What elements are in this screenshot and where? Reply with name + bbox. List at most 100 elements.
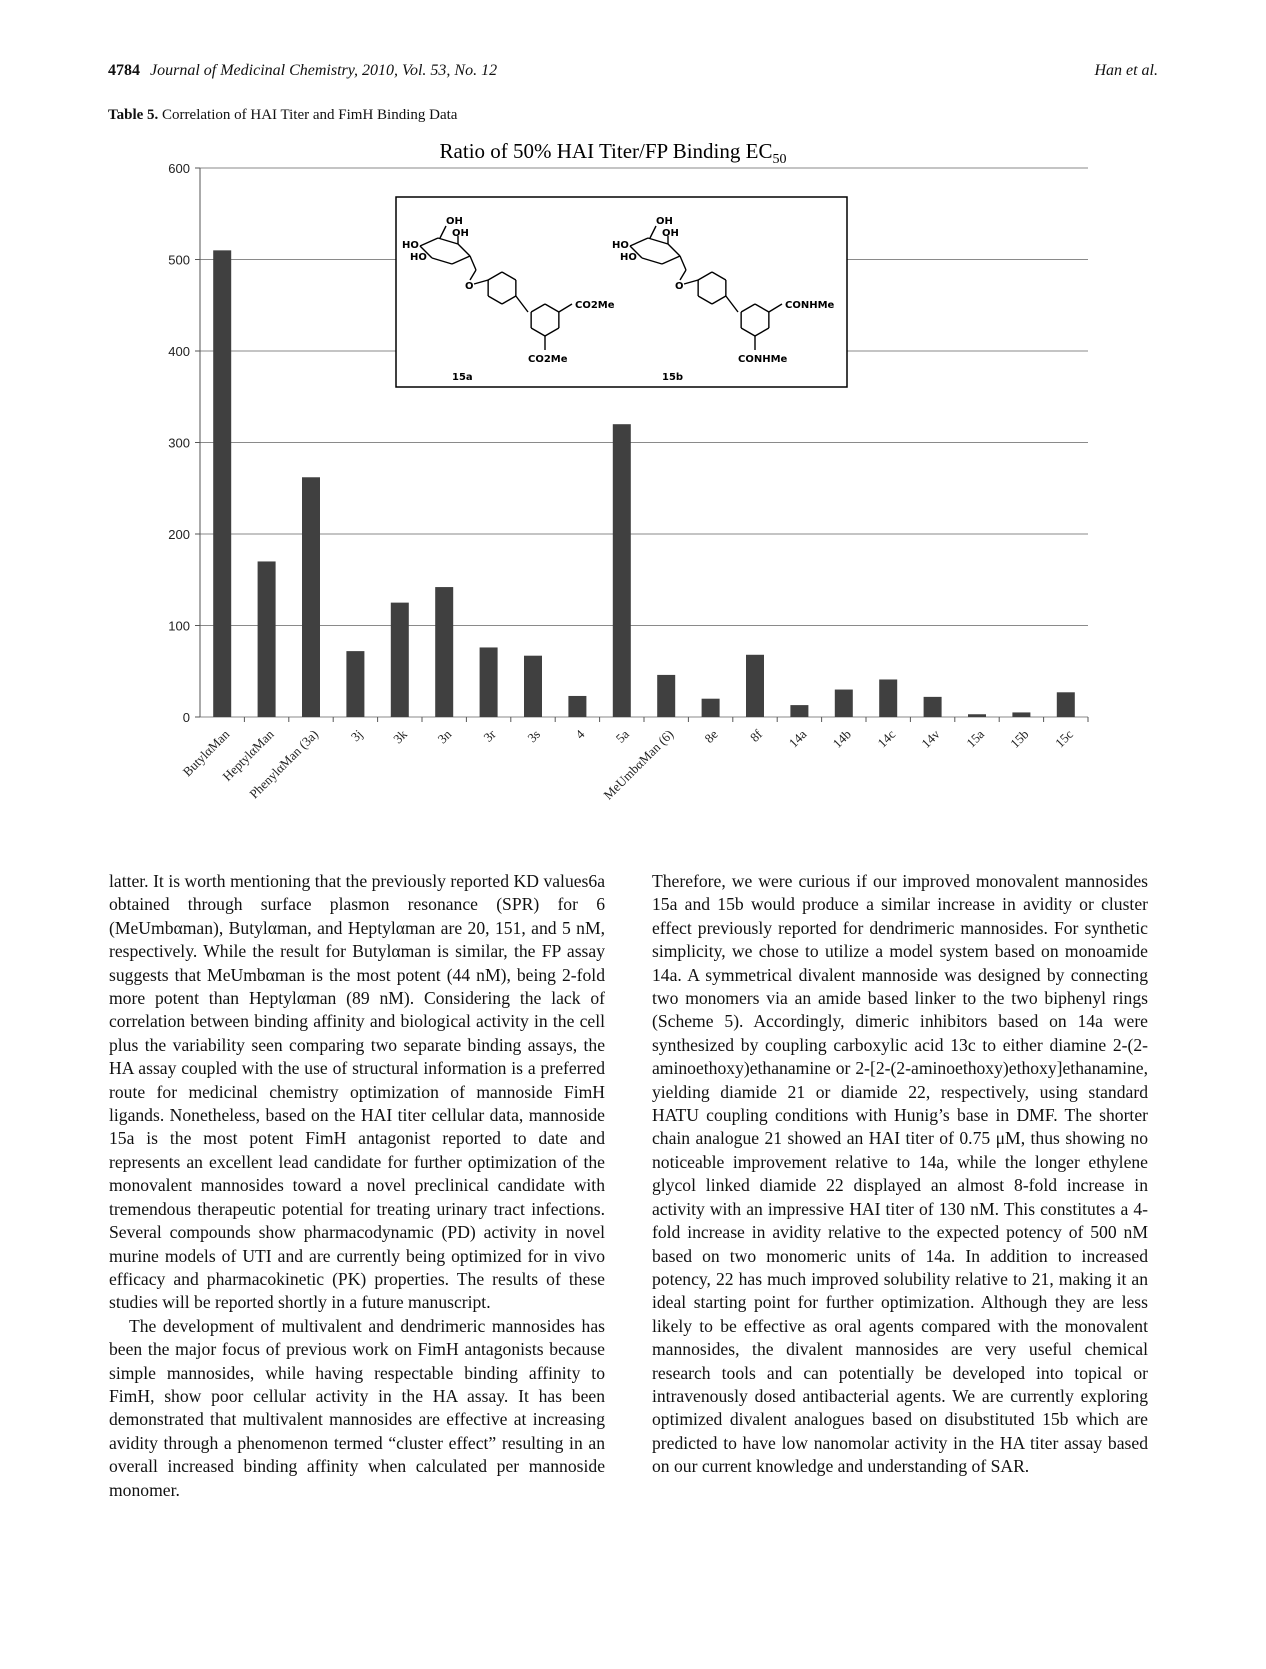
hydroxyl-label: HO	[402, 240, 419, 251]
bar	[834, 689, 853, 717]
bond	[661, 255, 681, 265]
bond	[697, 271, 713, 281]
running-header: 4784 Journal of Medicinal Chemistry, 2010…	[108, 62, 1158, 84]
hydroxyl-label: HO	[620, 252, 637, 263]
substituent-label: CO2Me	[575, 300, 615, 311]
bar	[302, 477, 320, 717]
bond	[697, 295, 713, 305]
bar	[213, 250, 232, 717]
bar-chart: Ratio of 50% HAI Titer/FP Binding EC50 O…	[168, 139, 1089, 803]
bond	[431, 257, 453, 265]
bar	[257, 561, 276, 717]
bond	[515, 295, 529, 313]
compound-label: 15b	[662, 372, 683, 383]
bar	[790, 705, 809, 717]
bond	[501, 295, 517, 305]
bond	[641, 257, 663, 265]
bond	[437, 237, 459, 245]
bar	[479, 647, 498, 717]
bond	[487, 271, 503, 281]
bond	[457, 243, 471, 257]
bar	[435, 587, 454, 717]
table-caption: Table 5. Correlation of HAI Titer and Fi…	[108, 107, 457, 124]
x-tick-label: 14a	[786, 726, 810, 750]
bond	[711, 295, 727, 305]
bar	[612, 424, 631, 717]
bond	[544, 303, 560, 313]
inset-frame	[395, 196, 848, 388]
bond	[667, 243, 681, 257]
bar	[1012, 712, 1031, 717]
x-tick-label: MeUmbαMan (6)	[600, 727, 676, 803]
ether-oxygen-label: O	[675, 281, 684, 292]
hydroxyl-label: OH	[662, 228, 679, 239]
bar	[568, 695, 587, 717]
x-tick-label: 8f	[747, 726, 766, 745]
bond	[647, 237, 669, 245]
x-tick-label: 15b	[1007, 727, 1031, 751]
x-tick-label: 15a	[963, 726, 987, 750]
y-tick-label: 400	[168, 344, 190, 359]
bond	[754, 303, 770, 313]
bond	[711, 271, 727, 281]
bar	[390, 602, 409, 717]
x-tick-label: 15c	[1052, 726, 1076, 750]
hydroxyl-label: OH	[656, 216, 673, 227]
hydroxyl-label: HO	[612, 240, 629, 251]
bond	[501, 271, 517, 281]
y-tick-label: 0	[183, 710, 190, 725]
chart-title-main: Ratio of 50% HAI Titer/FP Binding EC	[440, 139, 773, 163]
bond	[487, 295, 503, 305]
bar	[879, 679, 898, 717]
x-tick-label: 14v	[918, 726, 943, 751]
x-tick-label: 14c	[874, 726, 898, 750]
x-tick-label: 3j	[348, 727, 366, 745]
bond	[419, 245, 433, 259]
bond	[683, 279, 699, 285]
bond	[558, 303, 573, 313]
journal-citation: Journal of Medicinal Chemistry, 2010, Vo…	[150, 62, 498, 79]
table-caption-text: Correlation of HAI Titer and FimH Bindin…	[162, 107, 458, 123]
y-tick-label: 600	[168, 161, 190, 176]
bar	[701, 698, 720, 717]
bar	[923, 696, 942, 717]
bar	[968, 714, 986, 717]
hydroxyl-label: OH	[446, 216, 463, 227]
right-column: Therefore, we were curious if our improv…	[652, 870, 1148, 1479]
paragraph: latter. It is worth mentioning that the …	[109, 871, 605, 1313]
x-tick-label: 3s	[524, 727, 543, 746]
bond	[768, 303, 783, 313]
chart-title-subscript: 50	[772, 152, 786, 167]
chart-title: Ratio of 50% HAI Titer/FP Binding EC50	[440, 139, 787, 167]
bond	[740, 327, 756, 337]
x-tick-label: 8e	[701, 726, 720, 745]
bar	[524, 655, 542, 717]
compound-label: 15a	[452, 372, 473, 383]
y-tick-label: 300	[168, 436, 190, 451]
x-tick-label: 3r	[480, 726, 499, 745]
left-column: latter. It is worth mentioning that the …	[109, 870, 605, 1502]
bond	[629, 245, 643, 259]
table-label: Table 5.	[108, 107, 159, 123]
paragraph: Therefore, we were curious if our improv…	[652, 871, 1148, 1477]
bar	[746, 654, 764, 717]
x-tick-label: 3k	[390, 726, 410, 746]
hydroxyl-label: HO	[410, 252, 427, 263]
y-tick-label: 100	[168, 619, 190, 634]
bond	[439, 225, 447, 239]
bond	[740, 303, 756, 313]
substituent-label: CONHMe	[738, 354, 788, 365]
paragraph: The development of multivalent and dendr…	[109, 1315, 605, 1500]
hydroxyl-label: OH	[452, 228, 469, 239]
bond	[419, 237, 439, 247]
bond	[469, 255, 477, 271]
page-number: 4784	[108, 62, 140, 79]
author-running-head: Han et al.	[1094, 62, 1158, 79]
bar	[346, 651, 365, 717]
bond	[530, 303, 546, 313]
x-tick-label: 3n	[435, 726, 455, 746]
bond	[725, 295, 739, 313]
